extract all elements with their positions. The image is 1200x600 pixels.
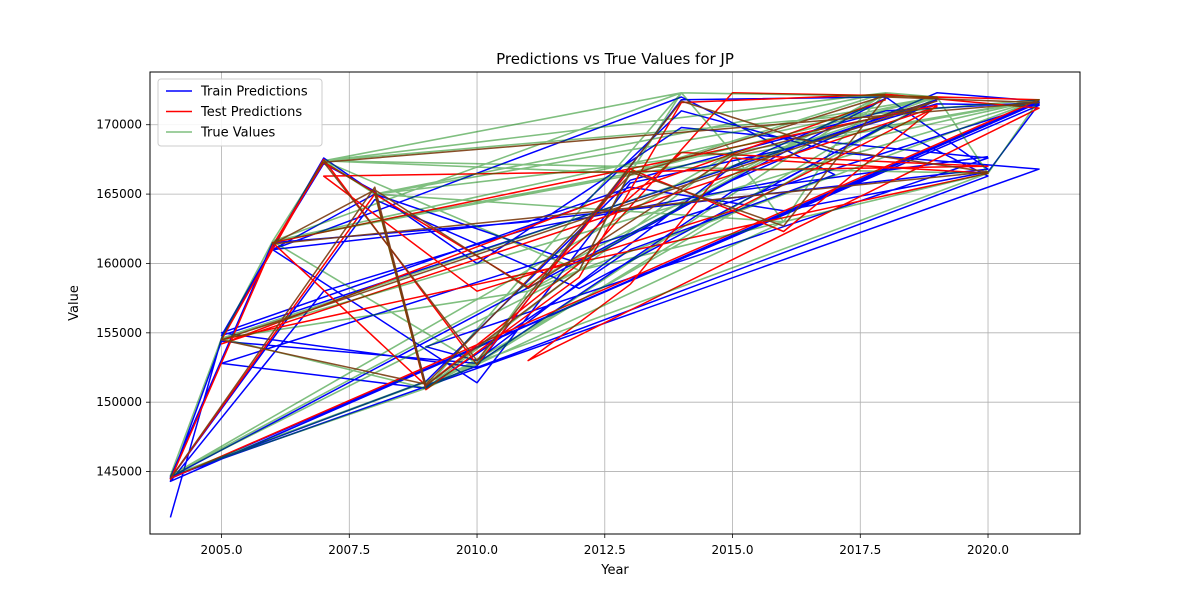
y-axis: 145000 150000 155000 160000 165000 170000 — [96, 118, 150, 479]
y-tick-label: 160000 — [96, 256, 142, 270]
legend-label: Train Predictions — [200, 85, 308, 100]
legend-label: True Values — [200, 126, 275, 141]
y-axis-label: Value — [67, 285, 82, 321]
x-tick-label: 2005.0 — [201, 543, 243, 557]
x-tick-label: 2020.0 — [967, 543, 1009, 557]
x-tick-label: 2010.0 — [456, 543, 498, 557]
x-tick-label: 2012.5 — [584, 543, 626, 557]
y-tick-label: 170000 — [96, 118, 142, 132]
x-tick-label: 2015.0 — [712, 543, 754, 557]
x-axis: 2005.0 2007.5 2010.0 2012.5 2015.0 2017.5 2020… — [201, 534, 1009, 557]
chart-title: Predictions vs True Values for JP — [496, 50, 734, 68]
x-tick-label: 2007.5 — [328, 543, 370, 557]
y-tick-label: 145000 — [96, 465, 142, 479]
legend: Train Predictions Test Predictions True Va… — [157, 78, 323, 147]
x-axis-label: Year — [600, 563, 629, 578]
series-layer — [169, 92, 1040, 518]
plot-area-frame — [149, 71, 1081, 535]
x-tick-label: 2017.5 — [839, 543, 881, 557]
series-line-test-predictions — [169, 92, 1040, 481]
y-tick-label: 150000 — [96, 395, 142, 409]
series-line-overlap-3 — [169, 94, 1040, 479]
series-line-true-values — [169, 92, 1040, 477]
legend-label: Test Predictions — [200, 105, 302, 120]
legend-box — [157, 78, 323, 147]
y-tick-label: 165000 — [96, 187, 142, 201]
y-tick-label: 155000 — [96, 326, 142, 340]
